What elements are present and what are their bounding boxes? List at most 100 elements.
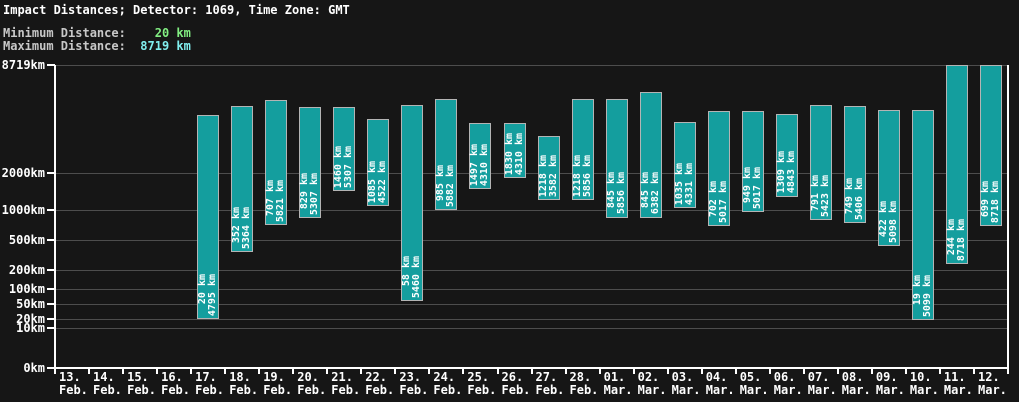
bar-range-label: 985 km 5882 km bbox=[435, 165, 456, 207]
x-axis-label: 05. Mar. bbox=[739, 370, 769, 397]
x-axis-label: 04. Mar. bbox=[705, 370, 735, 397]
x-axis-tick bbox=[1007, 368, 1009, 374]
x-axis-label: 28. Feb. bbox=[569, 370, 599, 397]
bar-range-label: 1830 km 4310 km bbox=[503, 133, 525, 176]
bar-max-label: 4310 km bbox=[513, 133, 525, 176]
bar-range-label: 1218 km 3582 km bbox=[537, 154, 559, 198]
range-bar: 702 km 5017 km bbox=[707, 111, 730, 226]
max-distance-label: Maximum Distance: bbox=[3, 39, 126, 53]
y-axis-tick bbox=[47, 318, 55, 321]
bar-range-label: 1218 km 5856 km bbox=[571, 154, 593, 198]
gridline bbox=[55, 319, 1008, 321]
x-axis-label: 10. Mar. bbox=[909, 370, 939, 397]
bar-min-label: 1218 km bbox=[571, 154, 583, 198]
x-axis-label: 18. Feb. bbox=[229, 370, 259, 397]
y-axis-tick bbox=[47, 302, 55, 305]
bar-range-label: 352 km 5364 km bbox=[231, 207, 253, 250]
x-axis-tick bbox=[564, 368, 567, 374]
bar-max-label: 5856 km bbox=[615, 172, 627, 215]
x-axis-tick bbox=[836, 368, 839, 374]
x-axis-label: 01. Mar. bbox=[603, 370, 633, 397]
range-bar: 845 km 6382 km bbox=[639, 92, 662, 218]
range-bar: 699 km 8718 km bbox=[980, 65, 1002, 226]
bar-range-label: 1085 km 4522 km bbox=[367, 161, 388, 203]
x-axis-tick bbox=[190, 368, 193, 374]
range-bar: 845 km 5856 km bbox=[605, 99, 628, 218]
x-axis-label: 14. Feb. bbox=[93, 370, 122, 397]
x-axis-tick bbox=[326, 368, 329, 374]
x-axis-label: 13. Feb. bbox=[59, 370, 88, 397]
bar-max-label: 4795 km bbox=[207, 273, 219, 317]
bar-max-label: 5406 km bbox=[853, 177, 865, 220]
summary-block: Minimum Distance: 20 km Maximum Distance:… bbox=[3, 27, 191, 53]
y-axis-label: 0km bbox=[23, 361, 45, 375]
bar-min-label: 1218 km bbox=[537, 154, 549, 198]
range-bar: 707 km 5821 km bbox=[265, 99, 288, 226]
range-bar: 949 km 5017 km bbox=[741, 111, 764, 213]
bar-max-label: 8718 km bbox=[990, 180, 1001, 223]
bar-range-label: 707 km 5821 km bbox=[265, 180, 287, 223]
x-axis-tick bbox=[973, 368, 975, 374]
x-axis-label: 21. Feb. bbox=[331, 370, 361, 397]
gridline bbox=[55, 288, 1008, 290]
y-axis-label: 8719km bbox=[1, 58, 45, 72]
bar-range-label: 1309 km 4843 km bbox=[776, 151, 797, 194]
y-axis-line bbox=[54, 65, 56, 368]
bar-range-label: 20 km 4795 km bbox=[197, 273, 219, 317]
max-distance-row: Maximum Distance: 8719 km bbox=[3, 40, 191, 53]
range-bar: 1035 km 4331 km bbox=[673, 122, 696, 209]
x-axis-label: 06. Mar. bbox=[773, 370, 803, 397]
range-bar: 791 km 5423 km bbox=[809, 105, 832, 221]
y-axis-label: 200km bbox=[8, 263, 45, 278]
x-axis-line bbox=[47, 367, 1009, 369]
bar-max-label: 5364 km bbox=[241, 207, 253, 250]
chart-title: Impact Distances; Detector: 1069, Time Z… bbox=[3, 3, 350, 17]
y-axis-label: 100km bbox=[8, 281, 45, 296]
bar-max-label: 3582 km bbox=[547, 154, 559, 198]
bar-max-label: 5821 km bbox=[275, 180, 287, 223]
x-axis-tick bbox=[768, 368, 771, 374]
y-axis-label: 50km bbox=[16, 296, 45, 311]
bar-max-label: 4331 km bbox=[683, 163, 695, 206]
y-axis-tick bbox=[47, 287, 55, 290]
x-axis-label: 24. Feb. bbox=[433, 370, 463, 397]
x-axis-tick bbox=[700, 368, 703, 374]
x-axis-tick bbox=[54, 368, 56, 374]
bar-max-label: 5307 km bbox=[309, 173, 321, 216]
x-axis-label: 17. Feb. bbox=[195, 370, 224, 397]
range-bar: 829 km 5307 km bbox=[299, 106, 322, 219]
x-axis-tick bbox=[870, 368, 873, 374]
bar-min-label: 1830 km bbox=[503, 133, 515, 176]
y-axis-label: 1000km bbox=[1, 202, 45, 217]
x-axis-label: 26. Feb. bbox=[501, 370, 531, 397]
bar-max-label: 5017 km bbox=[751, 167, 763, 210]
x-axis-tick bbox=[428, 368, 431, 374]
x-axis-tick bbox=[224, 368, 227, 374]
min-distance-label: Minimum Distance: bbox=[3, 26, 126, 40]
x-axis-label: 27. Feb. bbox=[535, 370, 565, 397]
bar-max-label: 4843 km bbox=[785, 151, 797, 194]
y-axis-label: 500km bbox=[8, 232, 45, 247]
x-axis-label: 09. Mar. bbox=[875, 370, 905, 397]
x-axis-label: 12. Mar. bbox=[978, 370, 1007, 397]
bar-range-label: 244 km 8718 km bbox=[946, 219, 967, 262]
bar-range-label: 422 km 5098 km bbox=[878, 201, 899, 243]
x-axis-label: 15. Feb. bbox=[127, 370, 156, 397]
range-bar: 19 km 5099 km bbox=[911, 110, 934, 320]
x-axis-tick bbox=[904, 368, 907, 374]
y-axis-tick bbox=[47, 238, 55, 241]
max-distance-value: 8719 km bbox=[140, 39, 191, 53]
range-bar: 244 km 8718 km bbox=[945, 65, 968, 265]
x-axis-label: 03. Mar. bbox=[671, 370, 701, 397]
bar-range-label: 949 km 5017 km bbox=[742, 167, 763, 210]
x-axis-label: 16. Feb. bbox=[161, 370, 190, 397]
x-axis-label: 23. Feb. bbox=[399, 370, 429, 397]
x-axis-tick bbox=[734, 368, 737, 374]
range-bar: 1497 km 4310 km bbox=[469, 122, 492, 190]
bar-range-label: 1460 km 5307 km bbox=[333, 146, 354, 188]
range-bar: 1218 km 3582 km bbox=[537, 136, 560, 201]
bar-range-label: 58 km 5460 km bbox=[401, 256, 422, 298]
bar-max-label: 8718 km bbox=[955, 219, 967, 262]
x-axis-label: 11. Mar. bbox=[943, 370, 973, 397]
y-axis-label: 20km bbox=[16, 312, 45, 327]
